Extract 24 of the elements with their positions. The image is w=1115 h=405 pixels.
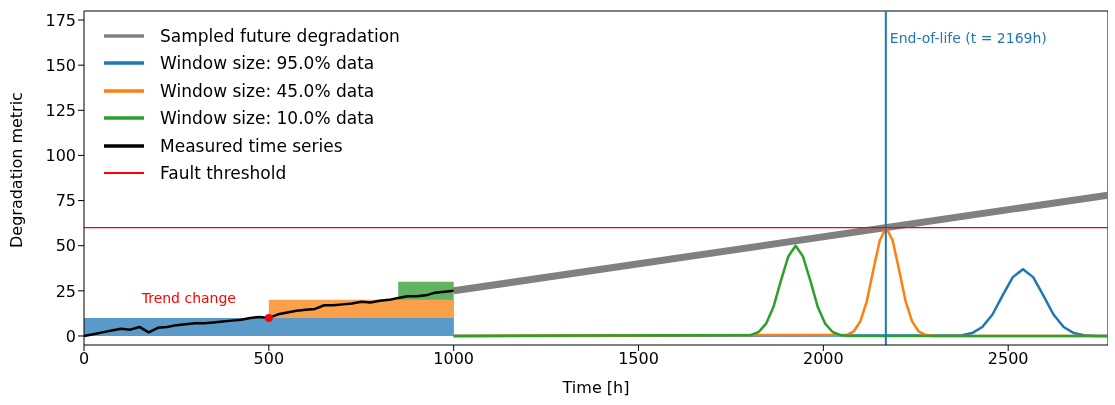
y-tick-label: 175: [45, 10, 76, 30]
y-tick-label: 75: [55, 191, 76, 211]
y-tick-label: 50: [55, 236, 76, 256]
legend-label: Window size: 45.0% data: [160, 80, 375, 101]
y-tick-label: 100: [45, 146, 76, 166]
legend-label: Window size: 95.0% data: [160, 53, 375, 74]
y-axis-title: Degradation metric: [6, 92, 26, 248]
x-tick-label: 2000: [802, 349, 844, 369]
x-tick-label: 1500: [618, 349, 659, 369]
x-tick-label: 500: [253, 349, 285, 369]
y-tick-label: 0: [65, 326, 76, 346]
legend-label: Sampled future degradation: [160, 25, 400, 46]
x-tick-label: 2500: [987, 349, 1029, 369]
x-axis-title: Time [h]: [561, 378, 630, 397]
ref-line-label: End-of-life (t = 2169h): [889, 29, 1047, 46]
x-tick-label: 1000: [433, 349, 475, 369]
legend-label: Measured time series: [160, 135, 343, 156]
y-tick-label: 25: [55, 281, 76, 301]
y-tick-label: 150: [45, 55, 76, 75]
x-tick-label: 0: [78, 349, 90, 369]
legend-label: Fault threshold: [160, 163, 287, 184]
legend-label: Window size: 10.0% data: [160, 108, 375, 129]
y-tick-label: 125: [45, 100, 76, 120]
annotation: Trend change: [140, 289, 236, 306]
